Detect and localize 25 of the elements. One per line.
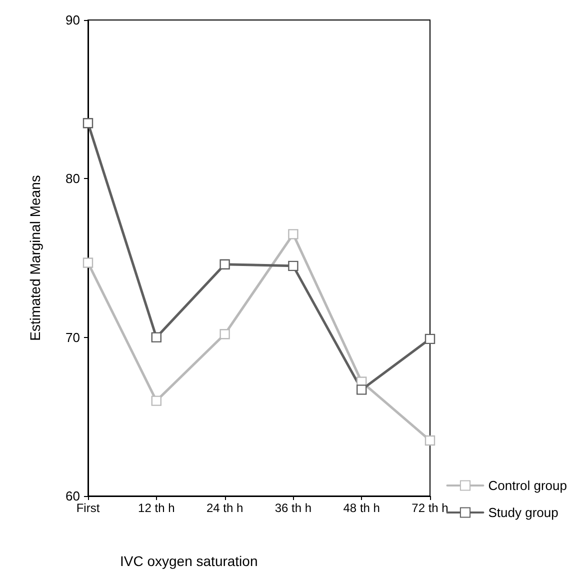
point (82, 118, 94, 128)
point (424, 334, 436, 344)
x-tick-label: 72 th h (412, 501, 448, 515)
x-tick-label: First (76, 501, 100, 515)
point (151, 332, 162, 342)
point (220, 259, 230, 270)
point (356, 384, 367, 395)
point (151, 396, 162, 406)
x-tick-label: 36 th h (274, 501, 312, 515)
point (288, 229, 298, 240)
y-axis-title: Estimated Marginal Means (27, 175, 43, 341)
x-axis-title: IVC oxygen saturation (120, 553, 258, 569)
y-tick-label: 80 (66, 171, 80, 186)
x-tick-label: 12 th h (138, 501, 175, 515)
legend-label: Control group (488, 478, 568, 493)
y-tick-label: 70 (66, 330, 80, 345)
point (220, 329, 230, 340)
point (82, 258, 94, 268)
x-tick-label: 48 th h (343, 501, 380, 515)
y-tick-label: 60 (66, 488, 80, 504)
point (424, 435, 436, 446)
x-tick-label: 24 th h (206, 501, 244, 515)
point (288, 260, 298, 272)
legend-label: Study group (488, 505, 558, 520)
y-tick-label: 90 (66, 12, 80, 28)
